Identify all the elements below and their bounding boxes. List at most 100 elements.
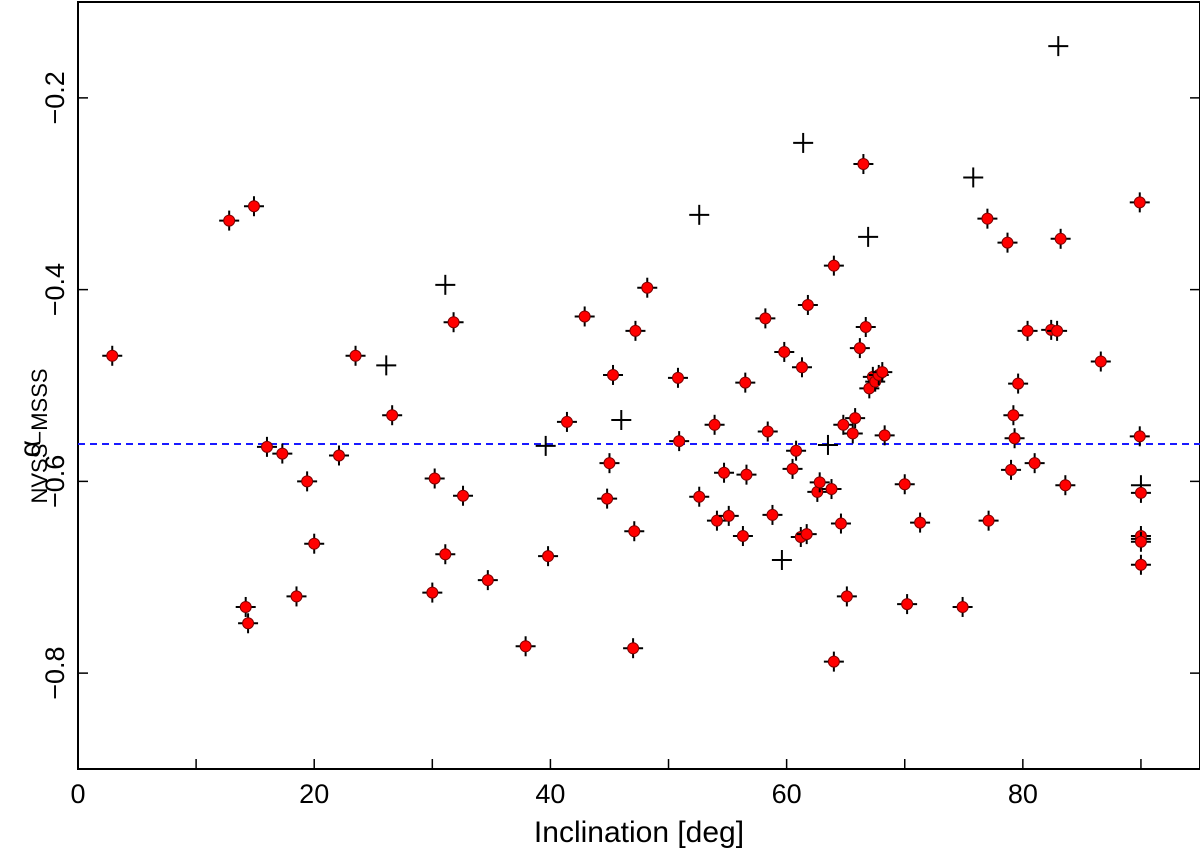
data-point xyxy=(786,440,807,461)
point-marker xyxy=(778,345,791,358)
data-point xyxy=(791,357,812,378)
data-point xyxy=(382,405,403,426)
data-point xyxy=(376,355,397,376)
point-marker xyxy=(308,537,321,550)
data-point xyxy=(774,341,795,362)
point-marker xyxy=(1051,324,1064,337)
point-marker xyxy=(1133,430,1146,443)
x-tick-label-20: 20 xyxy=(299,779,329,809)
data-point xyxy=(623,638,644,659)
point-marker xyxy=(825,483,838,496)
data-point xyxy=(574,306,595,327)
point-marker xyxy=(439,548,452,561)
data-point xyxy=(422,582,443,603)
point-marker xyxy=(447,316,460,329)
data-point xyxy=(704,414,725,435)
point-marker xyxy=(349,349,362,362)
point-marker xyxy=(386,409,399,422)
data-point xyxy=(515,636,536,657)
data-point xyxy=(1055,475,1076,496)
point-marker xyxy=(641,281,654,294)
y-tick-label-3: −0.2 xyxy=(40,71,70,124)
point-marker xyxy=(813,476,826,489)
data-point xyxy=(669,431,690,452)
point-marker xyxy=(603,457,616,470)
point-marker xyxy=(601,492,614,505)
data-point xyxy=(1050,228,1071,249)
data-point xyxy=(714,462,735,483)
data-point xyxy=(297,471,318,492)
data-point xyxy=(830,513,851,534)
point-marker xyxy=(481,574,494,587)
data-point xyxy=(771,549,792,570)
point-marker xyxy=(898,478,911,491)
data-point xyxy=(797,294,818,315)
point-marker xyxy=(1134,558,1147,571)
x-tick-label-0: 0 xyxy=(70,779,85,809)
data-point xyxy=(977,208,998,229)
data-point xyxy=(256,436,277,457)
point-marker xyxy=(1028,457,1041,470)
data-point xyxy=(858,226,879,247)
data-point xyxy=(732,526,753,547)
data-point xyxy=(556,411,577,432)
point-marker xyxy=(1001,236,1014,249)
data-point xyxy=(855,317,876,338)
point-marker xyxy=(1133,196,1146,209)
data-point xyxy=(1130,482,1151,503)
point-marker xyxy=(761,425,774,438)
data-point xyxy=(599,453,620,474)
point-marker xyxy=(542,550,555,563)
data-point xyxy=(689,486,710,507)
data-point xyxy=(667,367,688,388)
point-marker xyxy=(223,214,236,227)
data-point xyxy=(836,586,857,607)
y-axis-symbol: α xyxy=(14,440,47,457)
data-point xyxy=(894,474,915,495)
point-marker xyxy=(859,321,872,334)
data-point xyxy=(625,320,646,341)
point-marker xyxy=(718,466,731,479)
data-point xyxy=(845,408,866,429)
data-points xyxy=(102,36,1151,672)
point-marker xyxy=(247,200,260,213)
point-marker xyxy=(840,590,853,603)
point-marker xyxy=(786,462,799,475)
data-point xyxy=(345,345,366,366)
point-marker xyxy=(766,508,779,521)
point-marker xyxy=(708,418,721,431)
point-marker xyxy=(1134,486,1147,499)
data-point xyxy=(718,505,739,526)
data-point xyxy=(1130,554,1151,575)
x-axis-ticks: 0 20 40 60 80 xyxy=(70,759,1142,809)
point-marker xyxy=(333,449,346,462)
y-axis-ticks: −0.8 −0.6 −0.4 −0.2 xyxy=(40,71,1200,700)
point-marker xyxy=(301,475,314,488)
point-marker xyxy=(853,342,866,355)
data-point xyxy=(443,312,464,333)
point-marker xyxy=(801,298,814,311)
y-tick-label-1: −0.6 xyxy=(40,455,70,508)
data-point xyxy=(1017,320,1038,341)
point-marker xyxy=(1012,377,1025,390)
data-point xyxy=(238,613,259,634)
data-point xyxy=(963,167,984,188)
point-marker xyxy=(982,514,995,527)
point-marker xyxy=(578,310,591,323)
y-tick-label-0: −0.8 xyxy=(40,646,70,699)
data-point xyxy=(997,232,1018,253)
data-point xyxy=(897,594,918,615)
point-marker xyxy=(795,361,808,374)
data-point xyxy=(706,510,727,531)
point-marker xyxy=(457,489,470,502)
data-point xyxy=(102,345,123,366)
data-point xyxy=(809,472,830,493)
data-point xyxy=(874,425,895,446)
data-point xyxy=(842,423,863,444)
point-marker xyxy=(710,514,723,527)
data-point xyxy=(1004,428,1025,449)
point-marker xyxy=(607,368,620,381)
point-marker xyxy=(671,371,684,384)
point-marker xyxy=(740,468,753,481)
point-marker xyxy=(628,525,641,538)
